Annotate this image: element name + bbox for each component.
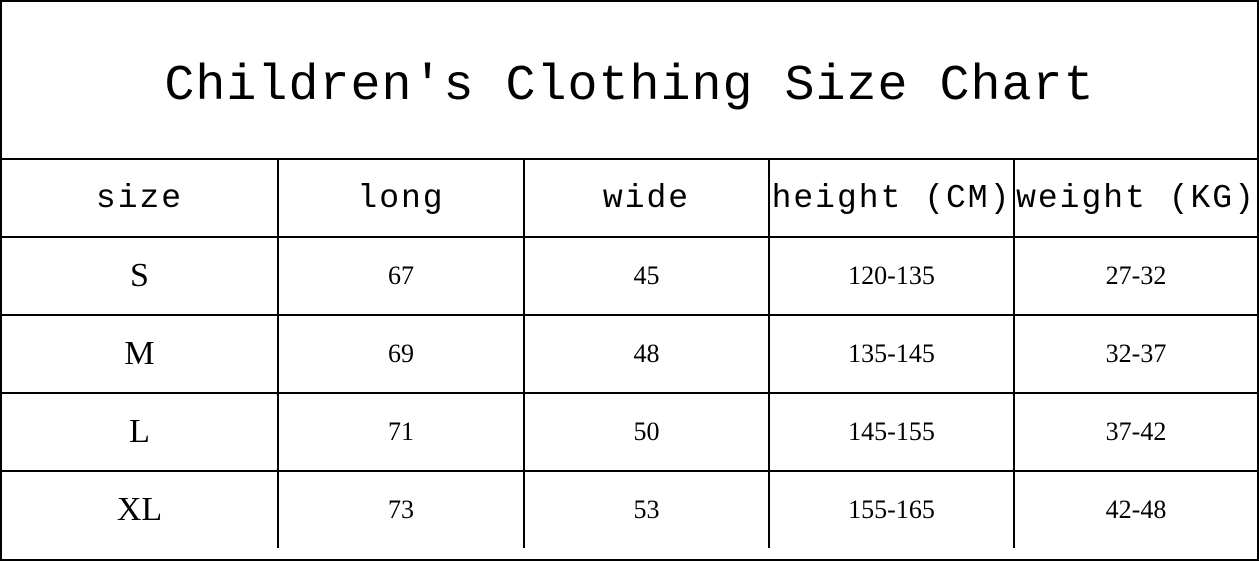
size-table: size long wide height (CM) weight (KG) S…: [2, 160, 1257, 548]
cell-size: XL: [2, 470, 279, 548]
cell-size: S: [2, 236, 279, 316]
cell-wide: 45: [523, 236, 770, 316]
cell-long: 71: [277, 392, 525, 472]
cell-wide: 48: [523, 314, 770, 394]
cell-height: 145-155: [768, 392, 1015, 472]
chart-title: Children's Clothing Size Chart: [2, 2, 1257, 160]
cell-size: M: [2, 314, 279, 394]
cell-height: 135-145: [768, 314, 1015, 394]
cell-weight: 42-48: [1013, 470, 1257, 548]
cell-wide: 50: [523, 392, 770, 472]
cell-long: 73: [277, 470, 525, 548]
table-row: M 69 48 135-145 32-37: [2, 314, 1257, 394]
cell-height: 155-165: [768, 470, 1015, 548]
cell-weight: 37-42: [1013, 392, 1257, 472]
header-row: size long wide height (CM) weight (KG): [2, 160, 1257, 238]
table-row: L 71 50 145-155 37-42: [2, 392, 1257, 472]
column-header-height: height (CM): [768, 160, 1015, 238]
cell-long: 69: [277, 314, 525, 394]
table-row: S 67 45 120-135 27-32: [2, 236, 1257, 316]
cell-weight: 27-32: [1013, 236, 1257, 316]
cell-wide: 53: [523, 470, 770, 548]
cell-size: L: [2, 392, 279, 472]
column-header-size: size: [2, 160, 279, 238]
table-row: XL 73 53 155-165 42-48: [2, 470, 1257, 548]
cell-height: 120-135: [768, 236, 1015, 316]
cell-weight: 32-37: [1013, 314, 1257, 394]
cell-long: 67: [277, 236, 525, 316]
column-header-wide: wide: [523, 160, 770, 238]
column-header-long: long: [277, 160, 525, 238]
column-header-weight: weight (KG): [1013, 160, 1257, 238]
